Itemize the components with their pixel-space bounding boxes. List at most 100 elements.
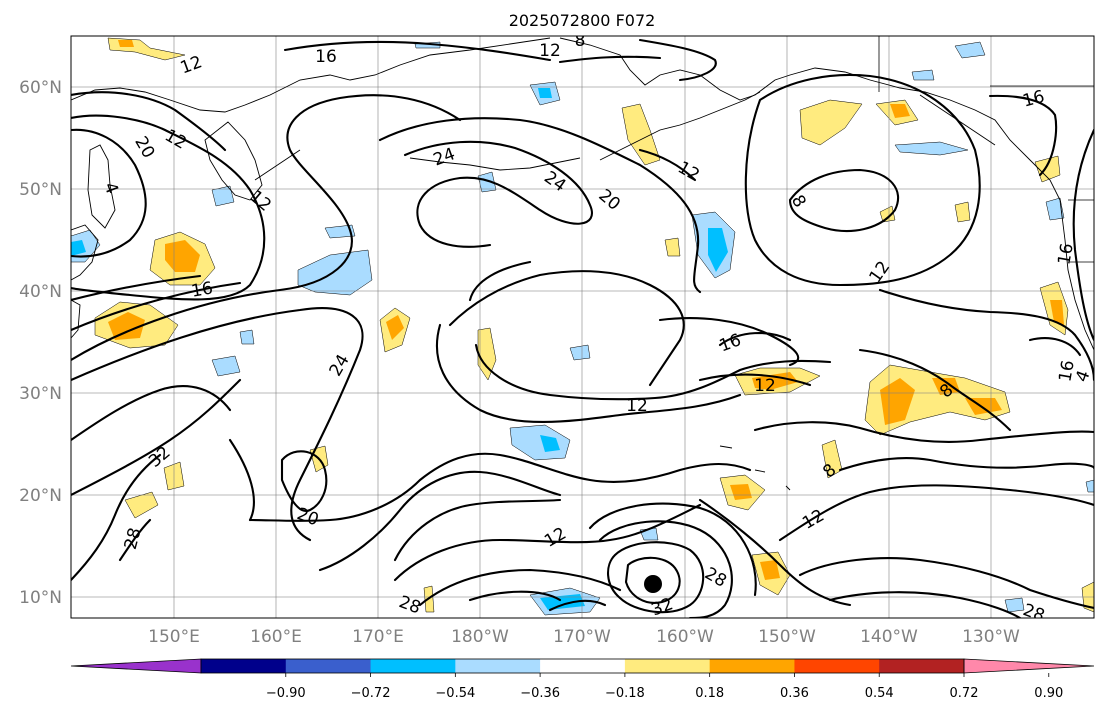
colorbar-frame bbox=[200, 658, 965, 674]
shade-core bbox=[118, 40, 134, 47]
lat-label: 40°N bbox=[19, 282, 62, 302]
contour-line bbox=[588, 502, 757, 597]
lon-label: 180°W bbox=[451, 627, 509, 647]
colorbar-tick-label: 0.18 bbox=[695, 686, 724, 701]
shade-area bbox=[1085, 479, 1094, 493]
shade-area bbox=[477, 327, 497, 381]
contour-line bbox=[393, 503, 702, 582]
shade-core bbox=[708, 228, 728, 272]
map-frame bbox=[70, 35, 1095, 619]
colorbar-segment bbox=[455, 659, 541, 673]
kamchatka-coastline bbox=[204, 121, 263, 201]
contour-label: 16 bbox=[1055, 359, 1078, 384]
contour-line bbox=[403, 140, 593, 248]
longitude-labels: 150°E 160°E 170°E 180°W 170°W 160°W 150°… bbox=[148, 627, 1020, 647]
contour-label: 12 bbox=[626, 396, 648, 416]
contour-line bbox=[624, 556, 681, 604]
contour-line bbox=[71, 128, 147, 258]
shade-core bbox=[108, 312, 145, 340]
contour-label: 16 bbox=[315, 47, 337, 67]
contour-line bbox=[548, 599, 607, 612]
contour-line bbox=[988, 94, 1058, 177]
japan-south-coastline bbox=[71, 299, 81, 339]
sakhalin-coastline bbox=[87, 144, 116, 229]
colorbar-segment bbox=[709, 659, 795, 673]
shade-core bbox=[932, 378, 960, 395]
contour-line bbox=[71, 281, 242, 332]
contour-line bbox=[71, 385, 232, 442]
alaska-peninsula-coastline bbox=[599, 91, 761, 161]
colorbar-segment bbox=[285, 659, 372, 673]
lon-label: 170°E bbox=[352, 627, 404, 647]
colorbar-tick-label: −0.90 bbox=[266, 686, 306, 701]
contour-label: 28 bbox=[1020, 600, 1047, 626]
colorbar-tick-label: −0.54 bbox=[435, 686, 475, 701]
colorbar-extend-low bbox=[70, 658, 202, 674]
contour-line bbox=[118, 518, 152, 562]
shade-area bbox=[911, 69, 935, 81]
shade-core bbox=[71, 240, 86, 256]
asia-coastline bbox=[71, 37, 551, 113]
contour-label: 12 bbox=[754, 376, 776, 396]
contour-line bbox=[318, 470, 562, 572]
shade-area bbox=[211, 355, 241, 377]
contour-line bbox=[468, 590, 562, 602]
contour-line bbox=[858, 348, 1012, 432]
contour-line bbox=[283, 40, 552, 62]
contour-line bbox=[71, 91, 227, 152]
contour-lines bbox=[71, 38, 1094, 618]
contour-line bbox=[468, 260, 532, 302]
shade-area bbox=[879, 205, 896, 223]
contour-line bbox=[718, 331, 792, 347]
contour-line bbox=[638, 38, 717, 82]
colorbar-tick-label: 0.72 bbox=[950, 686, 979, 701]
shade-area bbox=[664, 237, 681, 257]
contour-line bbox=[248, 452, 752, 522]
colorbar-extend-high bbox=[963, 658, 1095, 674]
shade-area bbox=[799, 99, 863, 146]
map-title: 2025072800 F072 bbox=[509, 11, 656, 30]
colorbar-tick-label: 0.90 bbox=[1034, 686, 1063, 701]
contour-line bbox=[753, 421, 1094, 443]
lon-label: 150°W bbox=[758, 627, 816, 647]
lat-label: 20°N bbox=[19, 486, 62, 506]
lat-label: 60°N bbox=[19, 78, 62, 98]
contour-line bbox=[1028, 337, 1082, 357]
lon-label: 160°E bbox=[250, 627, 302, 647]
shade-core bbox=[752, 372, 798, 390]
shade-area bbox=[477, 171, 497, 193]
shade-area bbox=[1004, 597, 1025, 613]
contour-line bbox=[698, 498, 852, 607]
contour-line bbox=[558, 55, 662, 64]
shade-core bbox=[540, 435, 560, 452]
colorbar-segment bbox=[540, 659, 626, 673]
positive-shading bbox=[94, 37, 1094, 613]
colorbar-segment bbox=[879, 659, 965, 673]
shade-core bbox=[538, 88, 552, 98]
contour-line bbox=[71, 378, 242, 497]
contour-line bbox=[638, 148, 697, 182]
contour-line bbox=[788, 168, 900, 233]
contour-line bbox=[798, 557, 1094, 610]
shade-core bbox=[1050, 300, 1064, 325]
hawaii-islands bbox=[719, 445, 791, 491]
lon-label: 150°E bbox=[148, 627, 200, 647]
contour-label: 16 bbox=[1054, 242, 1077, 267]
shade-area bbox=[954, 201, 971, 223]
contour-line bbox=[71, 94, 462, 362]
shade-area bbox=[239, 329, 255, 345]
contour-line bbox=[474, 343, 832, 401]
contour-line bbox=[280, 450, 328, 512]
japan-coastline bbox=[71, 224, 99, 281]
aleutian-chain bbox=[409, 157, 581, 171]
lon-label: 160°W bbox=[656, 627, 714, 647]
map-area: 12 8 12 16 12 20 4 12 24 24 20 12 8 16 1… bbox=[71, 36, 1094, 626]
contour-line bbox=[71, 453, 162, 582]
contour-line bbox=[71, 307, 364, 542]
contour-line bbox=[607, 541, 705, 614]
contour-label: 16 bbox=[190, 278, 215, 301]
lat-label: 10°N bbox=[19, 588, 62, 608]
shade-area bbox=[894, 141, 969, 156]
shade-area bbox=[509, 424, 571, 461]
